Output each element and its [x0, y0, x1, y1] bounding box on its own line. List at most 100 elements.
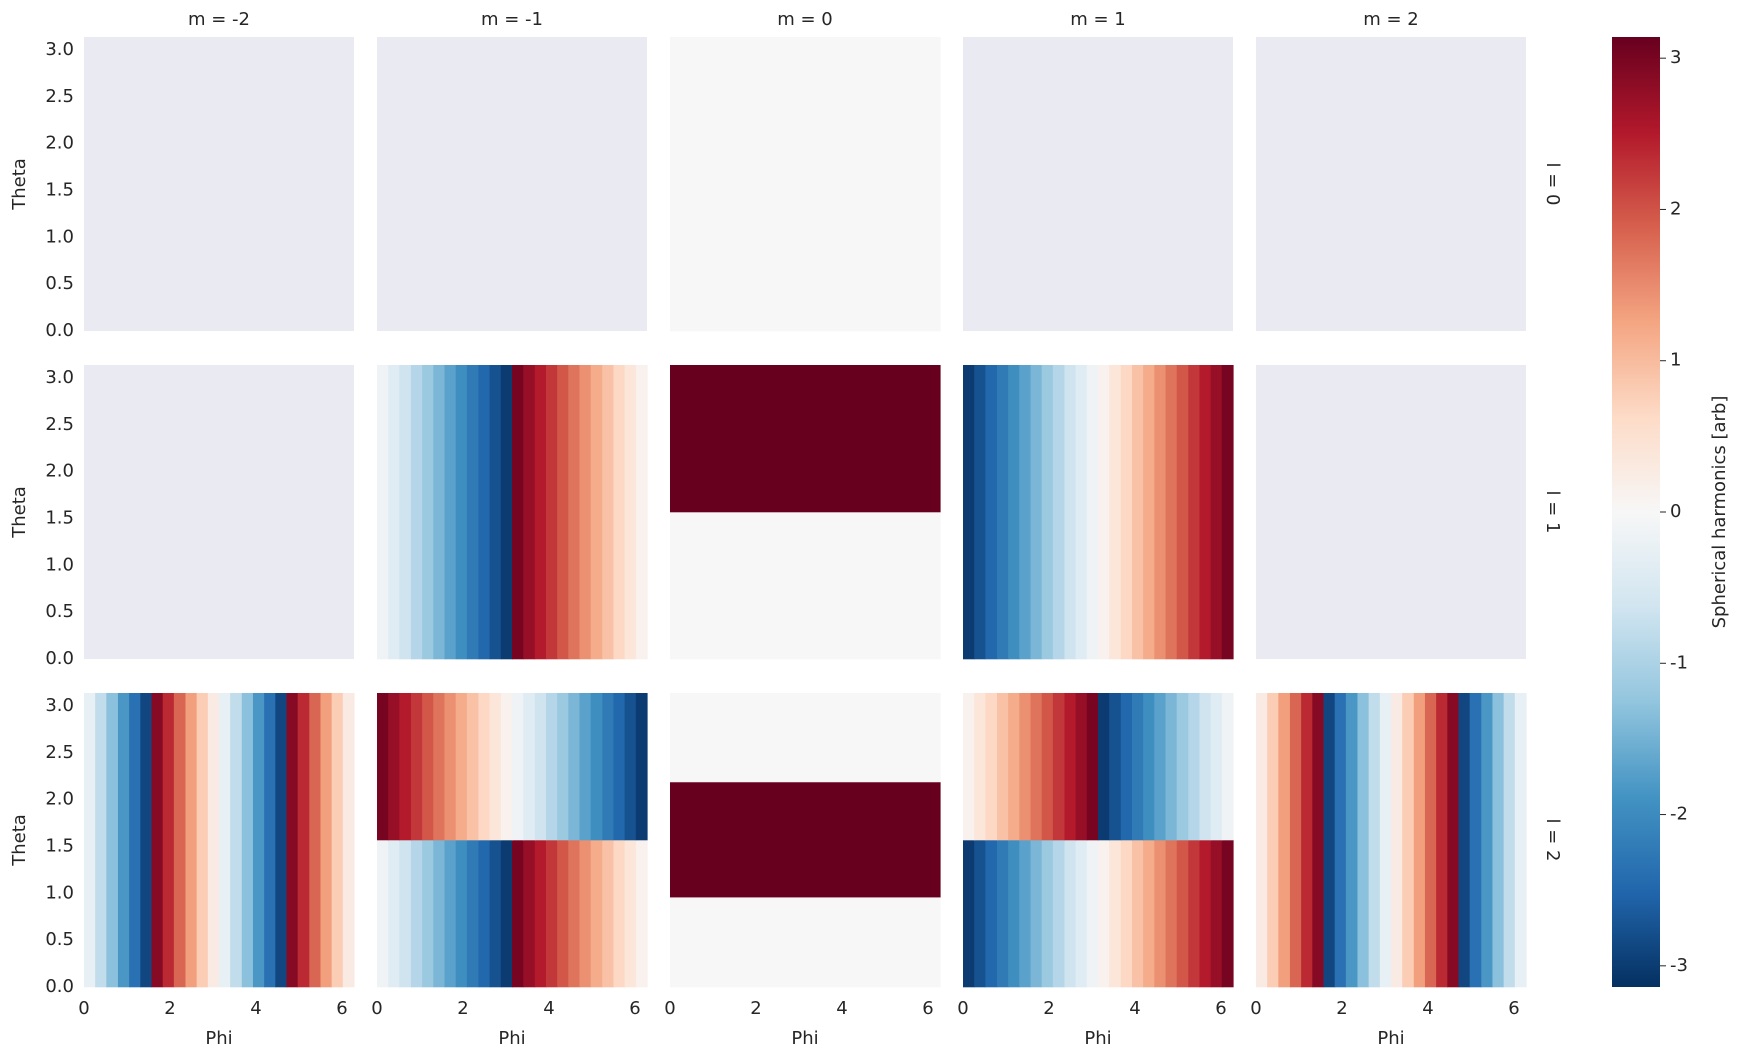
- heat-cell: [996, 365, 1009, 660]
- heat-cell: [590, 840, 603, 988]
- x-tick-label: 4: [1129, 998, 1140, 1019]
- x-tick-label: 2: [1043, 998, 1054, 1019]
- heat-cell: [602, 840, 615, 988]
- column-title: m = -1: [481, 9, 543, 30]
- heat-cell: [1188, 365, 1201, 660]
- heat-cell: [230, 693, 243, 988]
- heat-cell: [1176, 840, 1189, 988]
- heat-cell: [1469, 693, 1482, 988]
- heat-cell: [309, 693, 322, 988]
- x-tick-label: 6: [922, 998, 933, 1019]
- heat-cell: [1188, 693, 1201, 841]
- heat-cell: [1188, 840, 1201, 988]
- heat-cell: [399, 693, 412, 841]
- heat-cell: [377, 365, 389, 660]
- heat-cell: [568, 840, 581, 988]
- colorbar-tick-label: 2: [1670, 198, 1681, 219]
- heat-cell: [444, 840, 457, 988]
- panel-background: [84, 37, 354, 331]
- y-tick-label: 0.5: [45, 929, 74, 950]
- heat-cell: [264, 693, 276, 988]
- heat-cell: [996, 693, 1009, 841]
- y-tick-label: 2.5: [45, 86, 74, 107]
- heat-cell: [523, 693, 536, 841]
- heat-cell: [1075, 365, 1088, 660]
- heat-cell: [1379, 693, 1392, 988]
- y-axis-label: Theta: [9, 814, 30, 867]
- x-axis-label: Phi: [1084, 1028, 1111, 1049]
- heat-cell: [399, 840, 412, 988]
- heat-cell: [410, 693, 423, 841]
- heat-cell: [1052, 693, 1066, 841]
- heat-cell: [489, 365, 502, 660]
- heat-cell: [320, 693, 333, 988]
- y-tick-label: 2.0: [45, 133, 74, 154]
- colorbar: [1612, 37, 1660, 987]
- heat-cell: [624, 840, 637, 988]
- heat-cell: [602, 693, 615, 841]
- heat-cell: [1041, 840, 1054, 988]
- heat-cell: [444, 693, 457, 841]
- heat-cell: [624, 365, 637, 660]
- heat-cell: [1143, 365, 1155, 660]
- heat-cell: [1041, 693, 1054, 841]
- heat-cell: [377, 693, 389, 841]
- row-title: l = 2: [1542, 819, 1563, 862]
- heat-cell: [500, 365, 513, 660]
- heat-cell: [670, 781, 941, 898]
- y-tick-label: 1.0: [45, 882, 74, 903]
- heat-cell: [1064, 365, 1077, 660]
- heat-cell: [1052, 365, 1066, 660]
- panel-background: [1256, 37, 1526, 331]
- heat-cell: [1109, 693, 1122, 841]
- heat-cell: [489, 693, 502, 841]
- heat-cell: [1199, 365, 1212, 660]
- heat-cell: [219, 693, 231, 988]
- heat-cell: [602, 365, 615, 660]
- heat-cell: [523, 840, 536, 988]
- colorbar-label: Spherical harmonics [arb]: [1709, 396, 1730, 629]
- heat-cell: [1154, 693, 1167, 841]
- x-axis-label: Phi: [1377, 1028, 1404, 1049]
- heat-cell: [1458, 693, 1471, 988]
- colorbar-tick-label: 3: [1670, 47, 1681, 68]
- heat-cell: [512, 693, 524, 841]
- heat-cell: [1154, 840, 1167, 988]
- y-axis-label: Theta: [9, 486, 30, 539]
- heat-cell: [196, 693, 209, 988]
- heat-cell: [129, 693, 141, 988]
- heat-cell: [1289, 693, 1302, 988]
- heat-cell: [1199, 693, 1212, 841]
- heat-cell: [635, 693, 648, 841]
- x-tick-label: 0: [371, 998, 382, 1019]
- heat-cell: [512, 840, 524, 988]
- heat-cell: [1041, 365, 1054, 660]
- heat-cell: [173, 693, 187, 988]
- heat-cell: [1221, 840, 1234, 988]
- heat-cell: [1312, 693, 1325, 988]
- column-title: m = 2: [1363, 9, 1419, 30]
- heat-cell: [590, 365, 603, 660]
- heat-cell: [1008, 365, 1020, 660]
- heat-cell: [635, 365, 648, 660]
- heat-cell: [557, 365, 569, 660]
- heat-cell: [455, 693, 468, 841]
- heat-cell: [523, 365, 536, 660]
- heat-cell: [1165, 693, 1178, 841]
- heat-cell: [1278, 693, 1291, 988]
- heat-cell: [624, 693, 637, 841]
- heat-cell: [342, 693, 355, 988]
- heat-cell: [500, 840, 513, 988]
- heat-cell: [974, 693, 986, 841]
- heat-cell: [1109, 365, 1122, 660]
- heat-cell: [1143, 840, 1155, 988]
- heat-cell: [1098, 693, 1110, 841]
- y-tick-label: 3.0: [45, 367, 74, 388]
- heat-cell: [1019, 693, 1032, 841]
- heat-cell: [331, 693, 344, 988]
- heat-cell: [466, 840, 480, 988]
- x-tick-label: 0: [664, 998, 675, 1019]
- x-tick-label: 2: [457, 998, 468, 1019]
